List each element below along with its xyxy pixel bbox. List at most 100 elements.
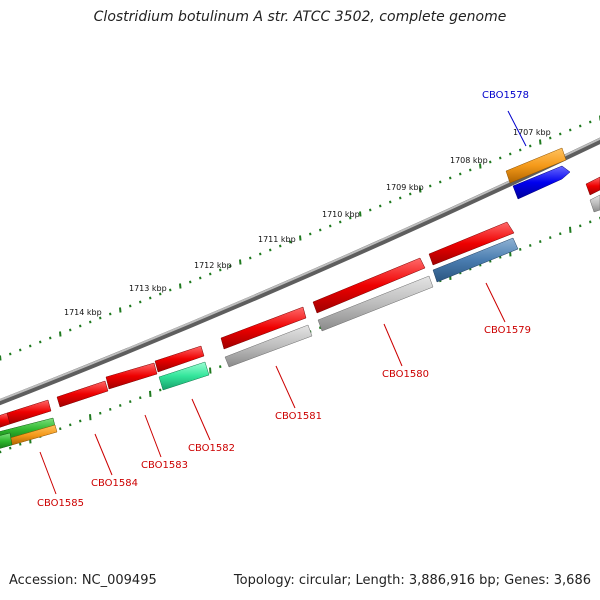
gene-arrow-cbo1582-inner[interactable]: [158, 361, 210, 391]
gene-arrow-green-left[interactable]: [0, 432, 13, 449]
gene-arrow-cbo1583[interactable]: [105, 362, 158, 390]
scale-tick-major: [89, 414, 92, 421]
scale-tick-major: [299, 235, 302, 241]
scale-tick: [9, 446, 12, 450]
gene-arrow-cbo1580-inner[interactable]: [317, 275, 434, 332]
scale-label: 1712 kbp: [194, 261, 232, 270]
scale-tick: [329, 224, 332, 228]
scale-tick: [49, 336, 52, 340]
scale-tick: [189, 280, 192, 284]
gene-label-cbo1581[interactable]: CBO1581: [275, 411, 322, 422]
scale-tick: [159, 388, 162, 392]
map-title: Clostridium botulinum A str. ATCC 3502, …: [93, 9, 507, 25]
scale-tick: [99, 411, 102, 415]
callout-line: [191, 398, 211, 441]
scale-tick: [259, 252, 262, 256]
scale-tick: [229, 264, 232, 268]
scale-tick-major: [359, 211, 362, 217]
gene-label-cbo1580[interactable]: CBO1580: [382, 369, 429, 380]
scale-tick: [319, 228, 322, 232]
scale-tick-major: [119, 307, 122, 313]
callout-line: [485, 282, 506, 323]
scale-label: 1710 kbp: [322, 210, 360, 219]
gene-arrow-cbo1581-inner[interactable]: [224, 324, 313, 368]
scale-tick: [529, 244, 532, 247]
callout-line: [39, 451, 57, 495]
scale-tick: [109, 312, 112, 316]
gene-arrow-edge-right[interactable]: [585, 176, 600, 196]
scale-tick: [389, 200, 392, 204]
scale-tick: [149, 296, 152, 300]
scale-label: 1713 kbp: [129, 284, 167, 293]
scale-tick: [139, 396, 142, 400]
scale-tick: [249, 256, 252, 260]
callout-line: [507, 110, 527, 147]
scale-tick: [309, 232, 312, 236]
scale-tick: [29, 344, 32, 348]
gene-label-cbo1582[interactable]: CBO1582: [188, 443, 235, 454]
scale-label: 1707 kbp: [513, 128, 551, 137]
genome-summary-text: Topology: circular; Length: 3,886,916 bp…: [233, 573, 591, 588]
gene-arrow-orange-top[interactable]: [505, 147, 567, 184]
scale-tick: [549, 136, 552, 140]
scale-tick: [59, 427, 62, 431]
reverse-genes: [0, 194, 600, 449]
scale-tick-major: [0, 355, 2, 361]
scale-tick: [39, 340, 42, 344]
scale-tick: [19, 442, 22, 446]
scale-tick: [159, 292, 162, 296]
gene-arrow-edge-left[interactable]: [0, 412, 11, 428]
scale-tick-major: [239, 259, 242, 265]
scale-tick-major: [179, 283, 182, 289]
gene-arrow-cbo1579[interactable]: [428, 221, 515, 266]
scale-tick: [79, 324, 82, 328]
callout-line: [275, 365, 296, 409]
gene-arrow-cbo1580[interactable]: [312, 257, 426, 314]
scale-tick: [369, 208, 372, 212]
scale-tick: [459, 172, 462, 176]
gene-arrow-cbo1582[interactable]: [154, 345, 205, 373]
gene-label-cbo1578[interactable]: CBO1578: [482, 90, 529, 101]
callout-line: [144, 414, 162, 458]
scale-tick: [349, 216, 352, 220]
gene-arrow-cbo1578[interactable]: [512, 165, 571, 200]
gene-label-cbo1584[interactable]: CBO1584: [91, 478, 138, 489]
scale-tick: [589, 120, 592, 124]
gene-label-cbo1583[interactable]: CBO1583: [141, 460, 188, 471]
gene-arrow-cbo1579-inner[interactable]: [432, 237, 519, 283]
gene-arrow-edge-right-inner[interactable]: [589, 194, 600, 213]
scale-tick: [109, 407, 112, 411]
scale-tick: [429, 184, 432, 188]
scale-tick: [559, 132, 562, 136]
scale-tick: [69, 423, 72, 427]
callout-line: [383, 323, 403, 367]
gene-callouts: CBO1578CBO1579CBO1580CBO1581CBO1582CBO15…: [37, 90, 531, 509]
scale-tick-major: [419, 187, 422, 193]
scale-tick: [9, 352, 12, 356]
scale-tick: [449, 176, 452, 180]
scale-tick: [269, 248, 272, 252]
gene-label-cbo1585[interactable]: CBO1585: [37, 498, 84, 509]
scale-tick: [339, 220, 342, 224]
scale-tick: [399, 196, 402, 200]
scale-tick: [469, 168, 472, 172]
scale-tick-major: [209, 367, 212, 374]
scale-tick: [559, 232, 562, 236]
scale-tick: [569, 128, 572, 132]
accession-text: Accession: NC_009495: [9, 573, 157, 588]
gene-arrow-cbo1584[interactable]: [56, 380, 109, 408]
scale-tick: [99, 316, 102, 320]
scale-tick: [379, 204, 382, 208]
scale-tick: [279, 244, 282, 248]
gene-label-cbo1579[interactable]: CBO1579: [484, 325, 531, 336]
scale-tick: [409, 192, 412, 196]
scale-tick: [199, 276, 202, 280]
scale-tick: [19, 348, 22, 352]
scale-tick: [319, 326, 322, 330]
gene-arrow-cbo1581[interactable]: [220, 306, 307, 350]
scale-labels: 1707 kbp 1708 kbp 1709 kbp 1710 kbp 1711 kbp…: [64, 128, 551, 317]
scale-tick: [289, 240, 292, 244]
scale-tick: [219, 268, 222, 272]
scale-tick: [499, 156, 502, 160]
